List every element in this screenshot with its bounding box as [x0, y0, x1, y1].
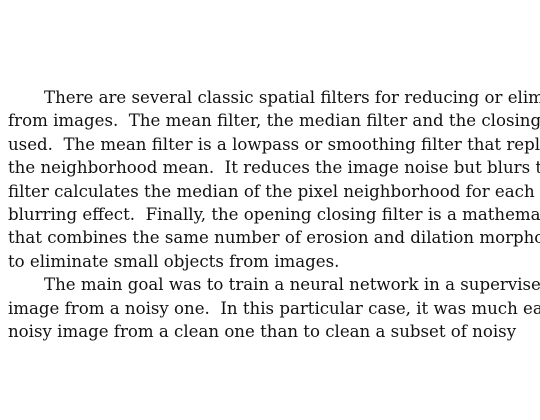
text-line: image from a noisy one. In this particul…	[8, 298, 540, 318]
text-line: that combines the same number of erosion…	[8, 228, 540, 248]
text-line: The main goal was to train a neural netw…	[44, 275, 540, 295]
text-line: blurring effect. Finally, the opening cl…	[8, 204, 540, 224]
text-line: filter calculates the median of the pixe…	[8, 181, 540, 201]
paragraph-spatial-filters: There are several classic spatial filter…	[8, 86, 540, 273]
text-line: from images. The mean filter, the median…	[8, 111, 540, 131]
text-line: There are several classic spatial filter…	[44, 88, 540, 107]
text-line: the neighborhood mean. It reduces the im…	[8, 158, 540, 178]
body-text: There are several classic spatial filter…	[8, 86, 540, 343]
paragraph-main-goal: The main goal was to train a neural netw…	[8, 273, 540, 343]
text-line: used. The mean filter is a lowpass or sm…	[8, 134, 540, 154]
text-line: noisy image from a clean one than to cle…	[8, 321, 517, 341]
text-line: to eliminate small objects from images.	[8, 251, 340, 271]
